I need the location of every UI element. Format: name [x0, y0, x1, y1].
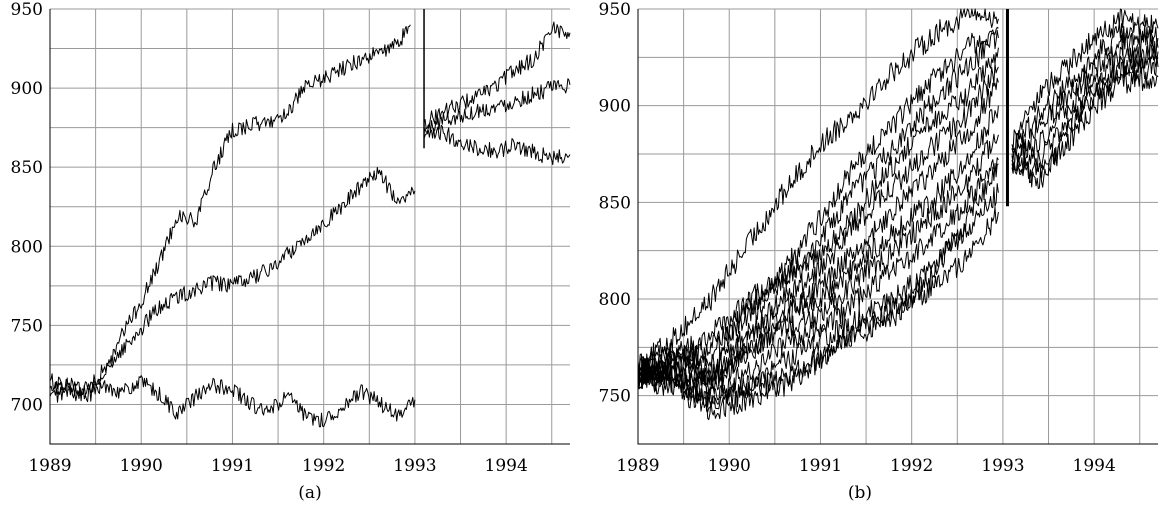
- x-tick-label: 1993: [393, 456, 436, 476]
- series-line: [423, 124, 571, 166]
- series-group: [49, 21, 571, 428]
- series-line: [637, 133, 999, 396]
- series-line: [1011, 45, 1159, 171]
- y-tick-label: 800: [599, 290, 631, 310]
- x-tick-label: 1994: [1073, 456, 1116, 476]
- series-line: [49, 375, 416, 428]
- chart-panel-a: 1989 1990 1991 1992 1993 1994 700 750 800 850 900 9…: [11, 0, 571, 503]
- series-line: [637, 77, 999, 389]
- series-line: [1011, 67, 1159, 184]
- y-tick-label: 700: [11, 395, 43, 415]
- axis-frame: [637, 9, 1158, 445]
- series-line: [637, 183, 999, 408]
- y-tick-label: 900: [11, 79, 43, 99]
- x-tick-label: 1989: [28, 456, 71, 476]
- y-tick-label: 950: [11, 0, 43, 20]
- y-tick-label: 950: [599, 0, 631, 20]
- gridlines: [49, 8, 570, 445]
- chart-panel-b: 1989 1990 1991 1992 1993 1994 750 800 850 900 950 (…: [599, 0, 1159, 503]
- y-tick-label: 850: [599, 193, 631, 213]
- axis-frame: [49, 9, 570, 445]
- series-group: [637, 8, 1159, 421]
- x-tick-label: 1993: [981, 456, 1024, 476]
- y-tick-label: 750: [599, 387, 631, 407]
- x-tick-label: 1990: [120, 456, 163, 476]
- x-tick-label: 1992: [302, 456, 345, 476]
- series-line: [637, 157, 999, 403]
- panel-caption: (b): [848, 483, 872, 503]
- series-line: [637, 162, 999, 421]
- x-tick-label: 1990: [708, 456, 751, 476]
- x-tick-label: 1992: [890, 456, 933, 476]
- x-tick-label: 1989: [616, 456, 659, 476]
- x-tick-label: 1994: [485, 456, 528, 476]
- series-line: [637, 26, 999, 384]
- x-tick-label: 1991: [799, 456, 842, 476]
- series-line: [423, 78, 571, 133]
- series-line: [423, 21, 571, 130]
- series-line: [637, 8, 999, 378]
- panel-caption: (a): [298, 483, 321, 503]
- series-line: [637, 206, 999, 413]
- y-tick-label: 800: [11, 237, 43, 257]
- series-line: [1011, 8, 1159, 151]
- series-line: [1011, 41, 1159, 190]
- y-tick-label: 850: [11, 158, 43, 178]
- y-tick-label: 750: [11, 316, 43, 336]
- series-line: [637, 63, 999, 386]
- series-line: [637, 29, 999, 388]
- x-tick-label: 1991: [211, 456, 254, 476]
- series-line: [49, 166, 416, 396]
- series-line: [49, 24, 411, 396]
- series-line: [637, 105, 999, 386]
- y-tick-label: 900: [599, 97, 631, 117]
